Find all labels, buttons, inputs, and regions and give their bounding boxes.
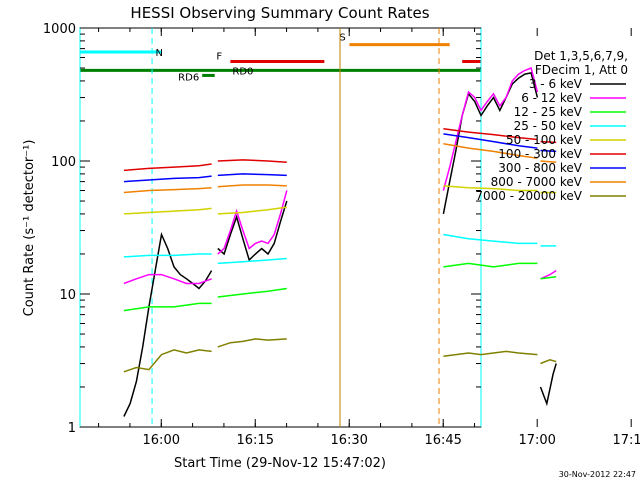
series-segment [540,359,557,365]
series-segment [217,206,287,215]
series-segment [443,350,538,358]
x-tick-label: 16:45 [424,433,461,448]
series-segment [217,190,288,255]
series-segment [123,231,213,417]
series-segment [443,185,538,192]
series-1 [123,66,557,285]
series-segment [540,160,557,163]
series-segment [443,233,538,245]
y-axis-ticks: 1 10 100 1000 [43,22,481,436]
flag-label-rd6: RD6 [178,72,199,83]
series-4 [123,185,557,215]
series-segment [540,275,557,280]
legend-header: FDecim 1, Att 0 [535,63,628,77]
x-tick-label: 16:15 [237,433,274,448]
series-segment [540,269,557,280]
series-8 [123,338,557,373]
series-segment [443,262,538,268]
timestamp: 30-Nov-2012 22:47 [559,470,636,479]
y-tick-label: 1 [68,421,76,436]
series-segment [123,207,212,215]
series-segment [123,302,212,312]
attenuator-lines [79,28,482,427]
series-5 [123,127,557,172]
series-segment [442,66,539,191]
legend-header: Det 1,3,5,6,7,9, [534,49,628,63]
x-tick-label: 16:30 [330,433,367,448]
legend-label: 50 - 100 keV [506,133,583,147]
series-segment [217,287,287,298]
legend: Det 1,3,5,6,7,9,FDecim 1, Att 03 - 6 keV… [475,49,628,203]
observing-flag-bars: N S F RD6 RD0 [80,33,481,83]
series-segment [217,173,287,177]
series-segment [443,127,538,141]
series-segment [123,186,212,194]
y-tick-label: 10 [59,288,76,303]
series-segment [217,338,287,348]
series-3 [123,233,557,265]
series-segment [123,349,212,373]
flag-label-s: S [339,33,345,44]
series-segment [217,200,288,262]
series-segment [123,273,212,285]
series-segment [123,163,212,172]
legend-label: 7000 - 20000 keV [475,189,582,203]
series-segment [540,149,557,153]
series-segment [217,159,287,163]
series-segment [443,142,538,159]
flag-label-f: F [216,51,222,62]
chart-title: HESSI Observing Summary Count Rates [130,4,429,22]
x-tick-label: 17:15 [612,433,640,448]
series-segment [217,257,287,265]
series-segment [540,140,557,144]
legend-label: 6 - 12 keV [521,91,583,105]
legend-label: 12 - 25 keV [514,105,583,119]
legend-label: 100 - 300 keV [498,147,582,161]
series-0 [123,72,557,417]
series-2 [123,262,557,312]
y-tick-label: 1000 [43,22,76,37]
legend-label: 25 - 50 keV [514,119,583,133]
series-lines [123,66,557,417]
x-tick-label: 16:00 [143,433,180,448]
legend-label: 3 - 6 keV [529,77,583,91]
series-segment [442,72,539,215]
y-axis-label: Count Rate (s⁻¹ detector⁻¹) [22,140,37,317]
series-segment [217,184,287,188]
legend-label: 800 - 7000 keV [491,175,583,189]
series-segment [443,133,538,149]
series-segment [123,253,212,258]
x-axis-label: Start Time (29-Nov-12 15:47:02) [174,456,386,471]
x-tick-label: 17:00 [518,433,555,448]
series-segment [539,363,557,407]
flag-label-rd0: RD0 [232,66,253,77]
plot-frame [79,27,482,428]
series-7 [123,142,557,194]
flag-label-n: N [155,48,162,59]
x-axis-ticks: 16:00 16:15 16:30 16:45 17:00 17:15 [98,28,640,448]
y-tick-label: 100 [51,155,76,170]
legend-label: 300 - 800 keV [498,161,582,175]
series-segment [123,175,212,183]
series-6 [123,133,557,183]
